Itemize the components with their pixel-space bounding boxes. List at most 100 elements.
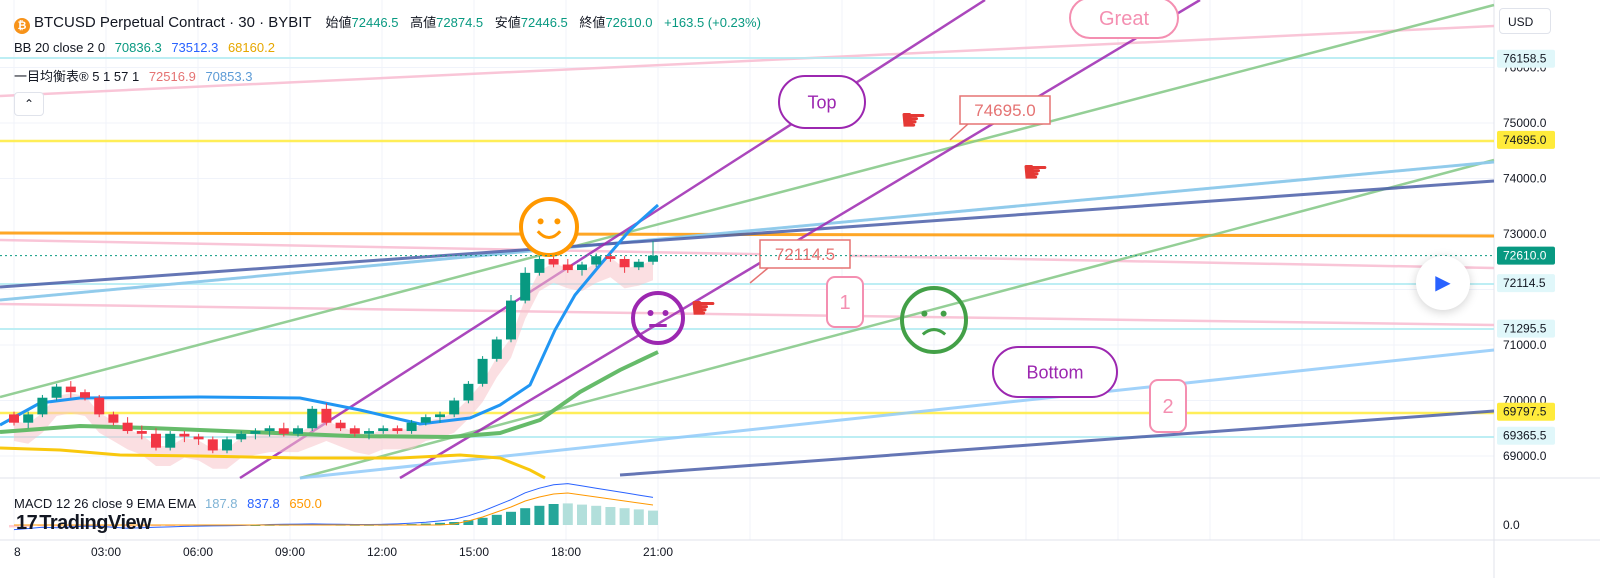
time-tick-label: 12:00 bbox=[367, 545, 397, 559]
candle-body bbox=[577, 264, 587, 271]
candle-body bbox=[335, 422, 346, 429]
macd-histogram-bar bbox=[591, 505, 602, 525]
candle-body bbox=[633, 261, 644, 268]
trend-line bbox=[0, 238, 1495, 270]
callout-great-shape bbox=[1069, 0, 1179, 39]
macd-histogram-bar bbox=[23, 525, 34, 527]
price-tag-label: 76158.5 bbox=[1503, 52, 1547, 66]
candle-body bbox=[65, 386, 76, 393]
candle-body bbox=[51, 386, 62, 398]
collapse-legend-button[interactable]: ⌃ bbox=[14, 92, 44, 116]
smiley-face-icon-eye bbox=[554, 218, 561, 225]
neutral-face-icon bbox=[631, 291, 685, 345]
smiley-face-icon-eye bbox=[537, 218, 544, 225]
candle-body bbox=[9, 414, 19, 423]
macd-histogram-bar bbox=[605, 507, 616, 525]
macd-legend[interactable]: MACD 12 26 close 9 EMA EMA 187.8 837.8 6… bbox=[14, 496, 322, 511]
bb-legend[interactable]: BB 20 close 2 0 70836.3 73512.3 68160.2 bbox=[14, 40, 275, 55]
trend-line bbox=[0, 179, 1495, 289]
candle-body bbox=[591, 256, 602, 265]
macd-histogram-bar bbox=[420, 523, 431, 525]
tradingview-logo[interactable]: 17 TradingView bbox=[16, 512, 152, 534]
callout-great: Great bbox=[1069, 0, 1179, 39]
price-tag-label: 69797.5 bbox=[1503, 405, 1547, 419]
smiley-face-icon-mouth bbox=[536, 230, 562, 239]
callout-top-shape bbox=[778, 75, 866, 129]
play-replay-button[interactable]: ▶ bbox=[1416, 256, 1470, 310]
candle-body bbox=[193, 436, 204, 440]
worried-face-icon-eye bbox=[921, 310, 928, 317]
candle-body bbox=[420, 417, 431, 423]
macd-histogram-bar bbox=[477, 517, 488, 525]
macd-histogram-bar bbox=[619, 508, 630, 525]
neutral-face-icon-eye bbox=[647, 310, 654, 316]
worried-face-icon-eye bbox=[940, 310, 947, 317]
macd-histogram-bar bbox=[151, 525, 161, 527]
candle-body bbox=[349, 428, 360, 434]
candle-body bbox=[562, 264, 573, 271]
trend-line bbox=[399, 0, 1201, 480]
macd-histogram-bar bbox=[491, 514, 502, 525]
candle-body bbox=[136, 431, 147, 434]
time-tick-label: 09:00 bbox=[275, 545, 305, 559]
callout-top-text: Top bbox=[807, 92, 836, 112]
signal-line bbox=[14, 492, 654, 526]
indicator-lines bbox=[0, 203, 659, 480]
worried-face-icon-mouth bbox=[921, 328, 947, 336]
bitcoin-icon: ₿ bbox=[14, 18, 30, 34]
macd-histogram-bar bbox=[577, 504, 587, 525]
candle-body bbox=[392, 428, 403, 432]
callout-2: 2 bbox=[1149, 379, 1187, 433]
candle-body bbox=[619, 258, 630, 268]
candle-body bbox=[648, 255, 658, 262]
pointing-hand-icon: ☛ bbox=[690, 291, 717, 326]
candle-body bbox=[151, 433, 161, 448]
macd-histogram-bar bbox=[648, 510, 658, 525]
price-tick-label: 74000.0 bbox=[1503, 172, 1547, 186]
time-tick-label: 06:00 bbox=[183, 545, 213, 559]
callout-great-text: Great bbox=[1099, 8, 1149, 30]
price-label-72114-pointer bbox=[749, 267, 769, 284]
time-tick-label: 21:00 bbox=[643, 545, 673, 559]
price-tag-box bbox=[1497, 49, 1555, 68]
candle-body bbox=[207, 439, 218, 451]
callout-1-shape bbox=[826, 276, 864, 328]
macd-histogram-bar bbox=[548, 504, 559, 525]
candle-body bbox=[94, 397, 105, 415]
macd-histogram-bar bbox=[534, 505, 545, 525]
price-tick-label: 71000.0 bbox=[1503, 338, 1547, 352]
trend-line bbox=[0, 24, 1495, 98]
time-tick-label: 03:00 bbox=[91, 545, 121, 559]
candle-body bbox=[477, 358, 488, 384]
neutral-face-icon-eye bbox=[662, 310, 669, 316]
candle-body bbox=[80, 392, 90, 398]
candle-body bbox=[264, 428, 275, 432]
candle-body bbox=[435, 414, 445, 418]
candle-body bbox=[378, 428, 389, 432]
macd-histogram-bar bbox=[37, 525, 48, 527]
price-tag-box bbox=[1497, 426, 1555, 445]
price-change: +163.5 (+0.23%) bbox=[664, 15, 761, 30]
ichimoku-legend[interactable]: 一目均衡表® 5 1 57 1 72516.9 70853.3 bbox=[14, 69, 253, 84]
candle-body bbox=[179, 433, 190, 437]
price-label-74695-shape bbox=[959, 95, 1051, 125]
trend-line bbox=[299, 158, 1495, 480]
candle-body bbox=[406, 422, 417, 432]
candle-body bbox=[165, 433, 176, 448]
macd-histogram-bar bbox=[51, 525, 62, 527]
candle-body bbox=[321, 408, 332, 423]
trend-line bbox=[239, 0, 986, 480]
price-tag-box bbox=[1497, 274, 1555, 293]
neutral-face-icon-outline bbox=[631, 291, 685, 345]
worried-face-icon-outline bbox=[900, 286, 968, 354]
callout-top: Top bbox=[778, 75, 866, 129]
macd-zero-label: 0.0 bbox=[1503, 518, 1520, 532]
price-tag-box bbox=[1497, 402, 1555, 421]
candle-body bbox=[122, 422, 133, 432]
price-label-72114-text: 72114.5 bbox=[775, 245, 835, 264]
price-label-72114: 72114.5 bbox=[749, 239, 851, 284]
time-tick-label: 8 bbox=[14, 545, 21, 559]
price-label-74695-pointer bbox=[949, 123, 969, 141]
currency-button[interactable]: USD bbox=[1499, 8, 1551, 34]
